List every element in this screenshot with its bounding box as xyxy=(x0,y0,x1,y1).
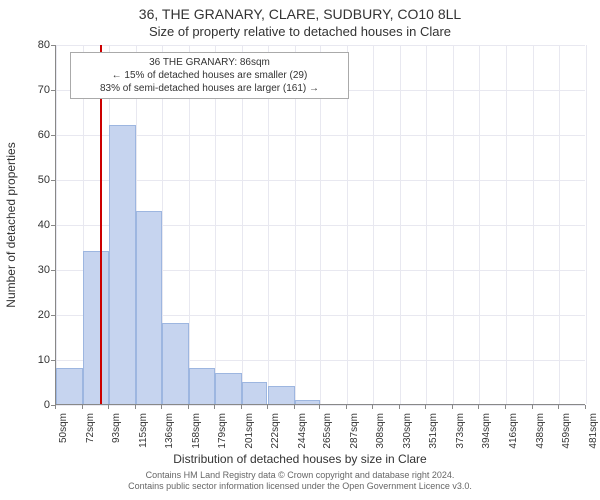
histogram-bar xyxy=(109,125,136,404)
xtick-label: 244sqm xyxy=(297,413,308,449)
xtick-mark xyxy=(108,405,109,409)
xtick-label: 201sqm xyxy=(244,413,255,449)
xtick-mark xyxy=(532,405,533,409)
xtick-mark xyxy=(585,405,586,409)
ytick-label: 40 xyxy=(10,219,50,231)
xtick-label: 115sqm xyxy=(138,413,149,448)
ytick-label: 60 xyxy=(10,129,50,141)
xtick-mark xyxy=(188,405,189,409)
gridline-v xyxy=(479,45,480,404)
annotation-line: ← 15% of detached houses are smaller (29… xyxy=(77,69,342,82)
footer-line-1: Contains HM Land Registry data © Crown c… xyxy=(0,470,600,481)
xtick-mark xyxy=(505,405,506,409)
xtick-label: 93sqm xyxy=(111,413,122,443)
histogram-bar xyxy=(268,386,295,404)
gridline-v xyxy=(453,45,454,404)
xtick-label: 158sqm xyxy=(191,413,202,449)
xtick-mark xyxy=(161,405,162,409)
chart-container: 36, THE GRANARY, CLARE, SUDBURY, CO10 8L… xyxy=(0,0,600,500)
xtick-label: 136sqm xyxy=(164,413,175,449)
xtick-mark xyxy=(478,405,479,409)
xtick-label: 287sqm xyxy=(349,413,360,449)
ytick-mark xyxy=(51,225,55,226)
gridline-v xyxy=(400,45,401,404)
ytick-mark xyxy=(51,135,55,136)
annotation-line: 36 THE GRANARY: 86sqm xyxy=(77,56,342,69)
xtick-mark xyxy=(372,405,373,409)
xtick-mark xyxy=(82,405,83,409)
chart-subtitle: Size of property relative to detached ho… xyxy=(0,24,600,39)
ytick-mark xyxy=(51,180,55,181)
xtick-label: 179sqm xyxy=(217,413,228,449)
gridline-v xyxy=(533,45,534,404)
xtick-mark xyxy=(294,405,295,409)
ytick-mark xyxy=(51,315,55,316)
xtick-mark xyxy=(319,405,320,409)
gridline-v xyxy=(586,45,587,404)
xtick-label: 222sqm xyxy=(270,413,281,449)
xtick-label: 394sqm xyxy=(481,413,492,449)
ytick-label: 30 xyxy=(10,264,50,276)
ytick-label: 0 xyxy=(10,399,50,411)
xtick-mark xyxy=(452,405,453,409)
xtick-label: 308sqm xyxy=(375,413,386,449)
gridline-v xyxy=(559,45,560,404)
chart-title: 36, THE GRANARY, CLARE, SUDBURY, CO10 8L… xyxy=(0,6,600,22)
footer-text: Contains HM Land Registry data © Crown c… xyxy=(0,470,600,492)
histogram-bar xyxy=(162,323,189,404)
xtick-mark xyxy=(558,405,559,409)
xtick-mark xyxy=(214,405,215,409)
ytick-label: 80 xyxy=(10,39,50,51)
histogram-bar xyxy=(242,382,268,405)
xtick-mark xyxy=(399,405,400,409)
xtick-mark xyxy=(241,405,242,409)
xtick-label: 438sqm xyxy=(535,413,546,449)
ytick-mark xyxy=(51,45,55,46)
annotation-line: 83% of semi-detached houses are larger (… xyxy=(77,82,342,95)
histogram-bar xyxy=(56,368,83,404)
gridline-v xyxy=(426,45,427,404)
ytick-label: 20 xyxy=(10,309,50,321)
ytick-mark xyxy=(51,270,55,271)
xtick-label: 459sqm xyxy=(561,413,572,449)
xtick-mark xyxy=(135,405,136,409)
ytick-mark xyxy=(51,90,55,91)
histogram-bar xyxy=(83,251,109,404)
xtick-mark xyxy=(346,405,347,409)
gridline-v xyxy=(56,45,57,404)
histogram-bar xyxy=(215,373,242,405)
ytick-label: 50 xyxy=(10,174,50,186)
histogram-bar xyxy=(189,368,215,404)
xtick-mark xyxy=(55,405,56,409)
xtick-label: 351sqm xyxy=(428,413,439,449)
plot-area xyxy=(55,45,585,405)
ytick-mark xyxy=(51,360,55,361)
xtick-label: 481sqm xyxy=(588,413,599,449)
gridline-v xyxy=(506,45,507,404)
xtick-mark xyxy=(425,405,426,409)
xtick-label: 373sqm xyxy=(455,413,466,449)
histogram-bar xyxy=(295,400,321,405)
xtick-mark xyxy=(267,405,268,409)
footer-line-2: Contains public sector information licen… xyxy=(0,481,600,492)
gridline-v xyxy=(373,45,374,404)
x-axis-label: Distribution of detached houses by size … xyxy=(0,452,600,466)
ytick-label: 10 xyxy=(10,354,50,366)
annotation-box: 36 THE GRANARY: 86sqm← 15% of detached h… xyxy=(70,52,349,99)
xtick-label: 416sqm xyxy=(508,413,519,449)
histogram-bar xyxy=(136,211,162,405)
xtick-label: 265sqm xyxy=(322,413,333,449)
ytick-label: 70 xyxy=(10,84,50,96)
xtick-label: 330sqm xyxy=(402,413,413,449)
xtick-label: 50sqm xyxy=(58,413,69,443)
xtick-label: 72sqm xyxy=(85,413,96,443)
